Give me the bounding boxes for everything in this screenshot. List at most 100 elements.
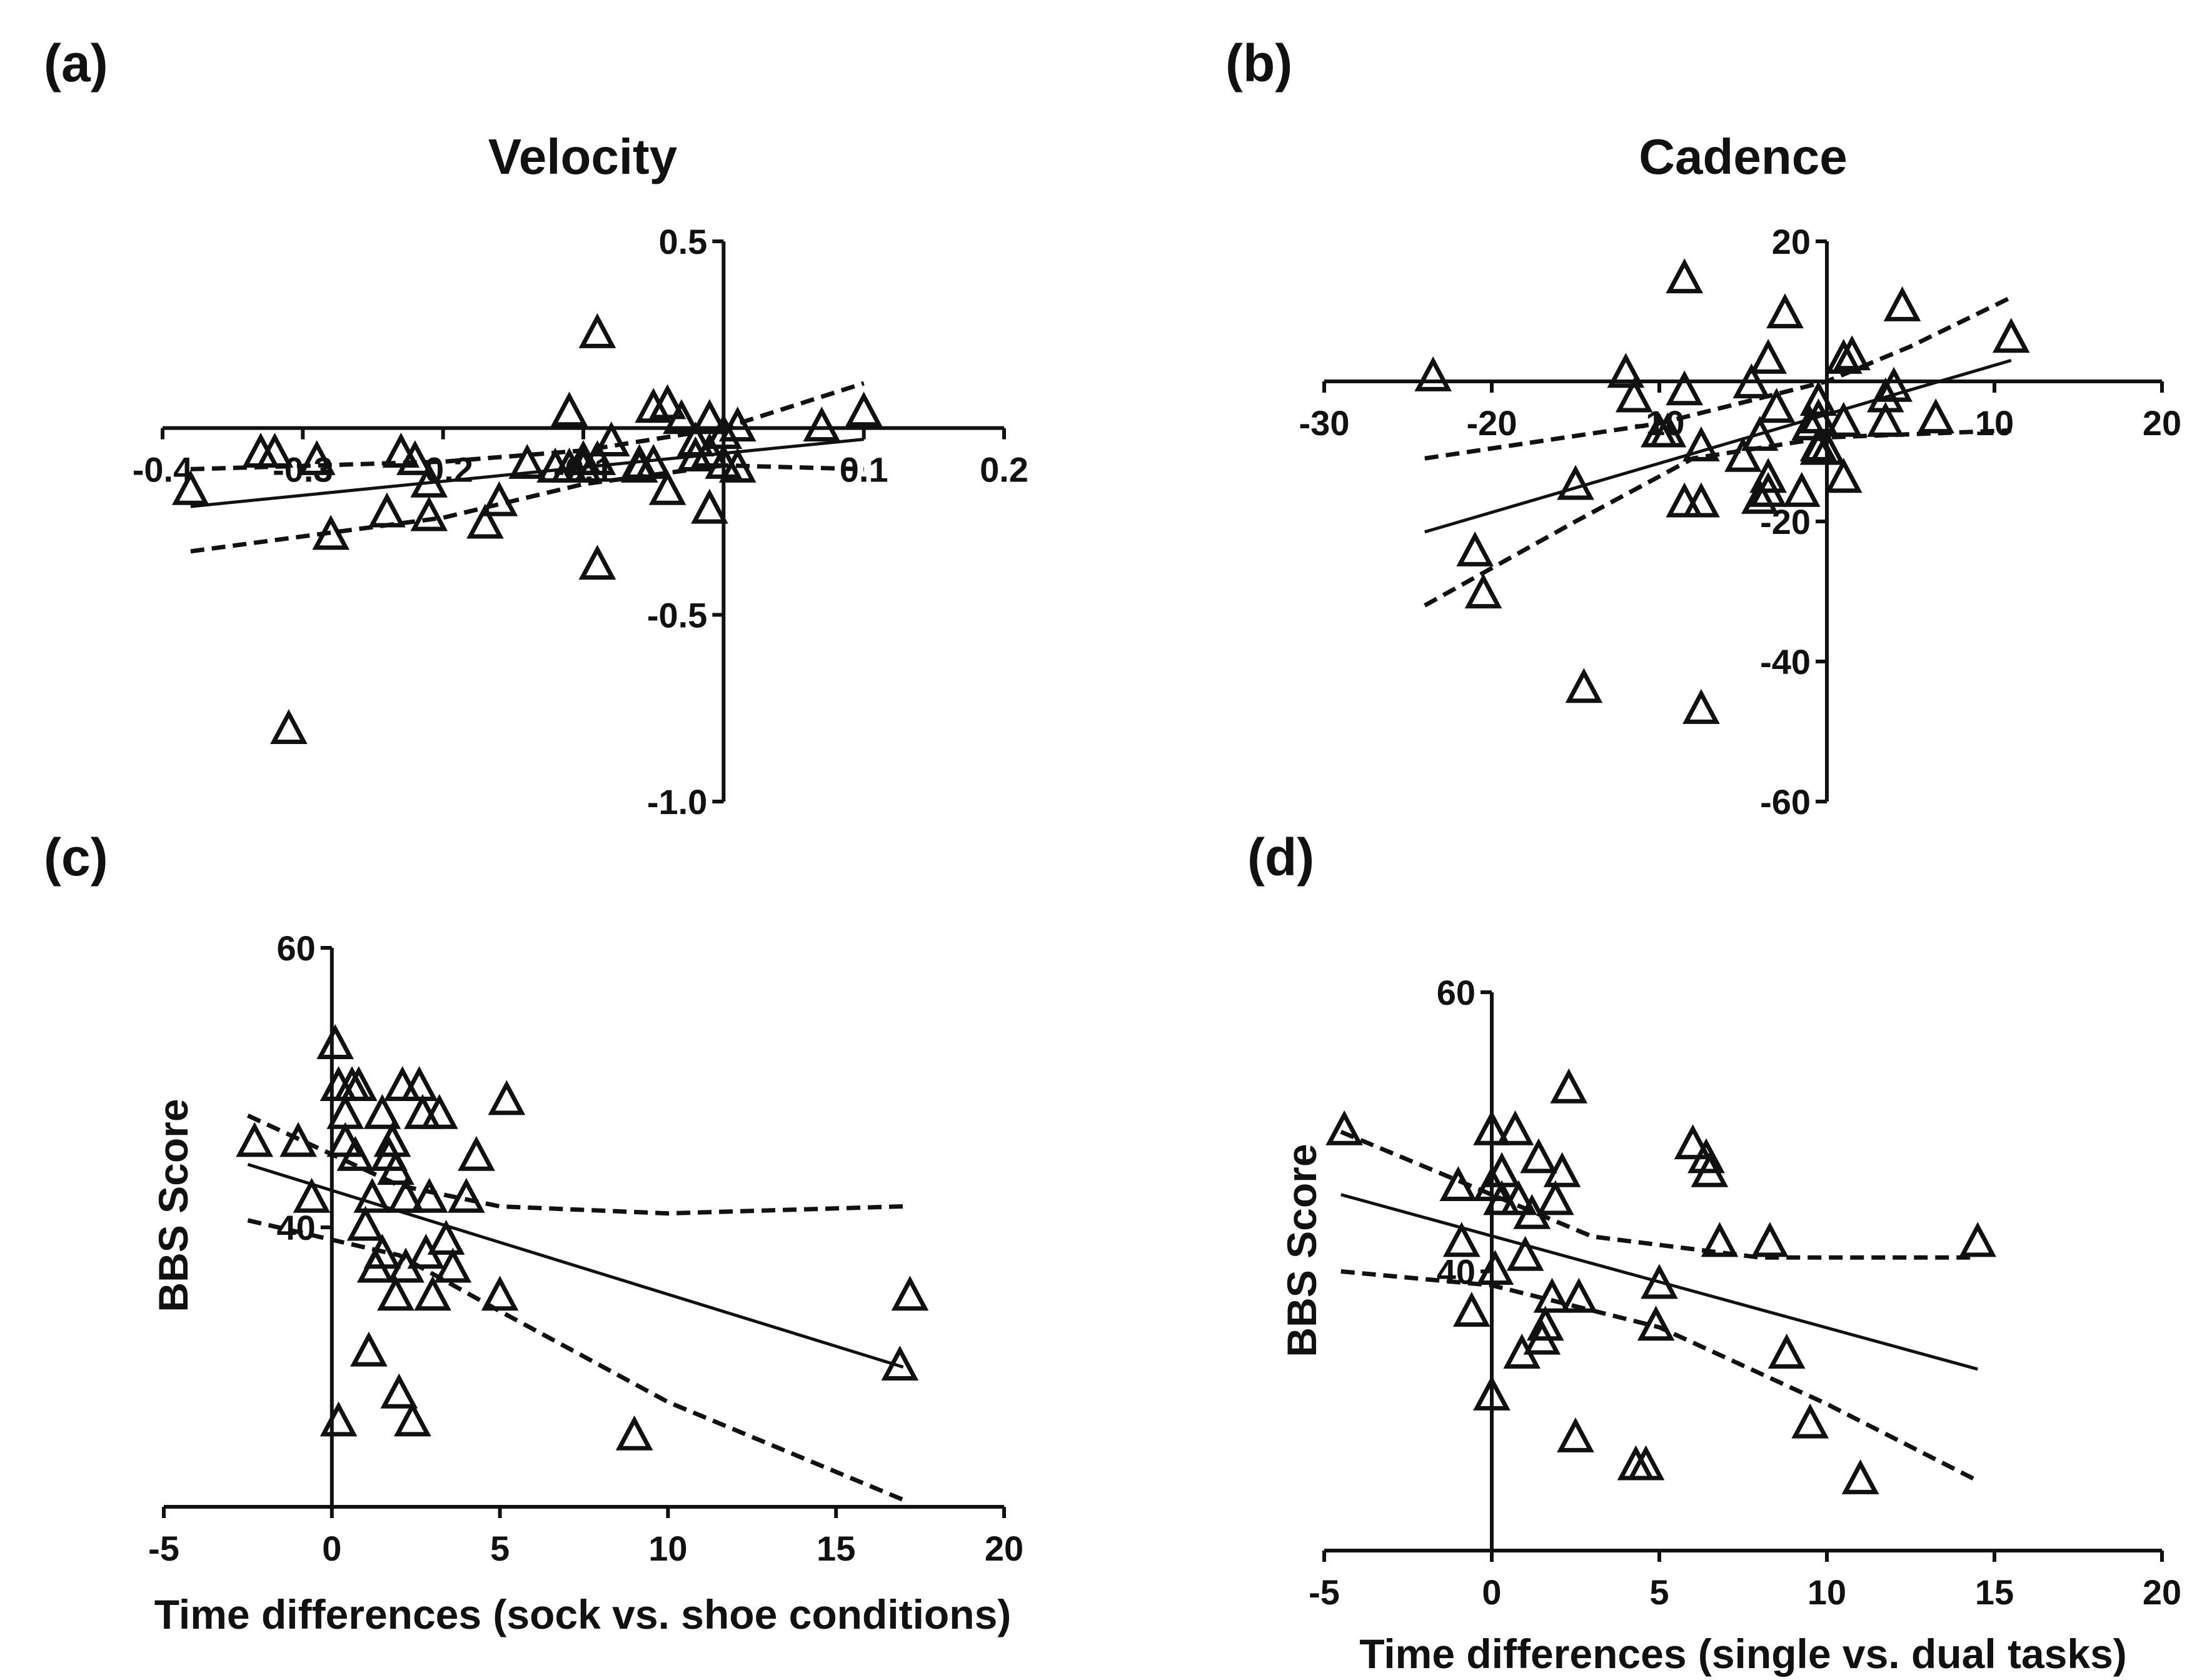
data-point: [648, 470, 686, 505]
data-point: [481, 1275, 519, 1311]
data-point: [1500, 1180, 1537, 1215]
data-point: [1627, 1445, 1665, 1481]
y-tick-label: -20: [1760, 502, 1811, 541]
data-point: [339, 1066, 378, 1101]
y-tick-label: 20: [1772, 222, 1811, 261]
data-point: [480, 481, 518, 516]
data-point: [1732, 363, 1771, 399]
data-point: [550, 391, 588, 427]
data-point: [1560, 1277, 1598, 1313]
data-point: [593, 421, 630, 457]
data-point: [1557, 1417, 1594, 1452]
y-axis-label: BBS Score: [1279, 1144, 1325, 1357]
data-point: [410, 496, 448, 531]
data-point: [1453, 1292, 1491, 1327]
data-point: [427, 1219, 465, 1255]
data-point: [350, 1331, 388, 1367]
data-point: [1751, 1222, 1789, 1257]
data-point: [1687, 1138, 1725, 1174]
data-point: [448, 1177, 485, 1213]
data-point: [368, 492, 406, 528]
data-point: [414, 1275, 451, 1311]
data-point: [1682, 482, 1720, 518]
data-point: [1456, 531, 1494, 566]
y-tick-label: 60: [1437, 973, 1476, 1012]
data-point: [488, 1080, 526, 1115]
data-point: [1791, 405, 1829, 441]
data-point: [1476, 1250, 1514, 1285]
data-point: [1550, 1068, 1588, 1104]
data-point: [663, 399, 700, 435]
data-point: [420, 1094, 458, 1129]
data-point: [380, 1373, 418, 1409]
data-point: [578, 313, 616, 348]
data-point: [1741, 416, 1779, 451]
data-point: [1917, 398, 1955, 434]
data-point: [635, 388, 672, 423]
regression-line: [1340, 1193, 1978, 1371]
data-point: [691, 399, 728, 435]
data-point: [1724, 436, 1762, 472]
data-point: [845, 391, 883, 427]
data-point: [1992, 318, 2030, 353]
ci-upper-line: [1340, 1130, 1978, 1260]
data-point: [620, 447, 658, 483]
ci-lower-line: [1424, 428, 2011, 608]
x-tick-label: -30: [1299, 403, 1350, 443]
data-point: [410, 1177, 448, 1213]
data-point: [1607, 353, 1645, 388]
data-point: [1533, 1277, 1571, 1313]
data-point: [319, 1401, 358, 1437]
data-point: [578, 440, 616, 475]
panel-label: (a): [44, 34, 108, 93]
data-point: [1959, 1222, 1997, 1257]
chart-title: Cadence: [1639, 129, 1847, 184]
data-point: [1757, 388, 1796, 423]
y-tick-label: 40: [277, 1208, 316, 1247]
x-tick-label: -5: [148, 1529, 179, 1568]
data-point: [1674, 1124, 1712, 1160]
data-point: [1691, 1152, 1729, 1187]
data-point: [718, 406, 757, 442]
data-point: [578, 545, 616, 580]
panel-label: (b): [1225, 34, 1292, 93]
data-point: [691, 433, 728, 468]
data-point: [1833, 335, 1871, 371]
data-point: [346, 1205, 385, 1241]
data-point: [458, 1135, 495, 1171]
data-point: [270, 709, 308, 745]
data-point: [410, 462, 448, 498]
x-tick-label: 20: [2143, 403, 2181, 443]
panel-c: (c) -5 0 5 10 15 20 60 40 Time differences (sock …: [44, 828, 1023, 1637]
data-point: [396, 440, 434, 475]
data-point: [1824, 458, 1863, 493]
data-point: [1782, 471, 1821, 507]
data-point: [382, 433, 420, 468]
data-point: [1565, 668, 1603, 703]
panel-d: (d) -5 0 5 10 15 20 60 40 Time differences (singl…: [1247, 828, 2181, 1677]
data-point: [1799, 381, 1838, 416]
data-point: [1682, 688, 1720, 724]
x-tick-label: 0: [1482, 1572, 1501, 1612]
y-tick-label: -40: [1760, 642, 1811, 682]
data-point: [312, 515, 350, 550]
data-point: [1637, 1305, 1675, 1341]
x-tick-label: 15: [1975, 1572, 2014, 1612]
data-point: [1749, 458, 1787, 493]
data-point: [1526, 1305, 1564, 1341]
x-axis-label: Time differences (single vs. dual tasks): [1359, 1631, 2127, 1677]
x-tick-label: 10: [1807, 1572, 1846, 1612]
ci-lower-line: [190, 463, 864, 554]
data-point: [1791, 1403, 1829, 1439]
data-point: [1866, 377, 1904, 413]
x-tick-label: 5: [1649, 1572, 1669, 1612]
data-point: [1325, 1110, 1363, 1145]
ci-upper-line: [1424, 295, 2013, 461]
data-point: [1824, 338, 1863, 374]
y-axis-label: BBS Score: [150, 1099, 196, 1312]
x-tick-label: 10: [1975, 403, 2014, 443]
x-tick-label: 15: [817, 1529, 855, 1568]
data-point: [615, 1415, 653, 1451]
data-point: [377, 1275, 415, 1311]
